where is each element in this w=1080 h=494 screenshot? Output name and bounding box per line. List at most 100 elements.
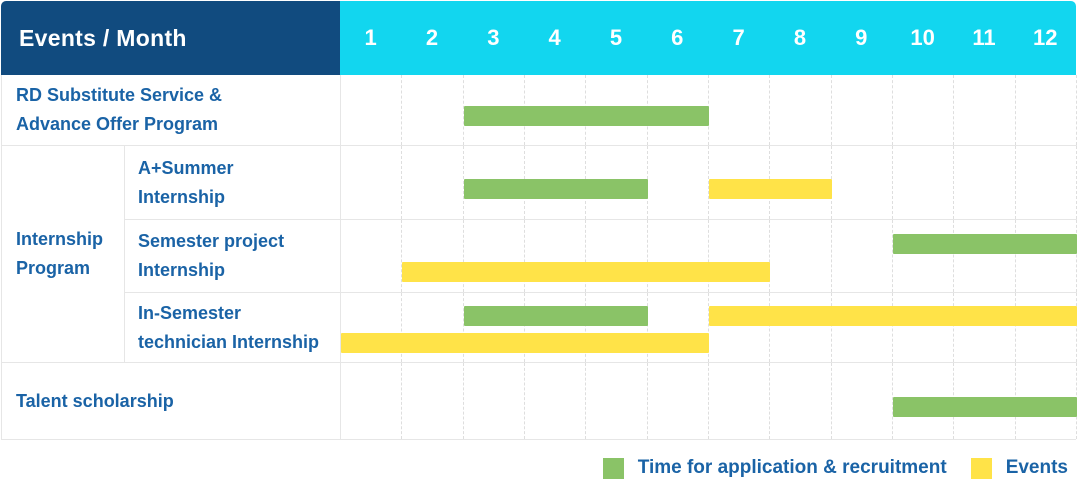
row-label-line: In-Semester (138, 302, 242, 323)
month-grid-cell (832, 363, 893, 439)
month-grid-cell (341, 75, 403, 145)
month-grid-cell (525, 363, 587, 439)
group-label-line: Program (16, 258, 91, 278)
month-grid-cell (525, 220, 587, 292)
header-row: Events / Month 1 2 3 4 5 6 7 8 9 10 11 12 (1, 1, 1076, 75)
month-label: 7 (732, 25, 745, 50)
row-label-line: Advance Offer Program (16, 114, 219, 134)
yellow-swatch-icon (970, 457, 992, 479)
month-grid-cell (770, 293, 832, 362)
month-grid-cell (341, 146, 403, 219)
month-grid-cell (648, 220, 709, 292)
green-swatch-icon (602, 457, 624, 479)
month-grid-cell (832, 293, 893, 362)
month-grid-cell (464, 293, 525, 362)
month-grid-cell (832, 75, 893, 145)
month-header-band: 1 2 3 4 5 6 7 8 9 10 11 12 (340, 1, 1076, 75)
events-month-header: Events / Month (1, 1, 340, 75)
month-grid-cell (402, 293, 464, 362)
month-grid-cell (954, 293, 1016, 362)
row-label-line: A+Summer (138, 157, 234, 178)
chart-legend: Time for application & recruitment Event… (0, 444, 1076, 492)
month-grid-cell (402, 146, 464, 219)
month-grid-cell (586, 220, 648, 292)
month-grid-cell (832, 146, 893, 219)
month-label: 3 (487, 25, 500, 50)
month-grid-cell (586, 293, 648, 362)
legend-label-events: Events (1005, 457, 1068, 478)
month-grid-cell (893, 220, 955, 292)
month-grid-cell (954, 146, 1016, 219)
month-grid-cell (464, 220, 525, 292)
row-label-semester-project-internship: Semester project Internship (125, 220, 341, 293)
gantt-bar-application (463, 178, 648, 199)
gantt-bar-events (341, 333, 709, 354)
gantt-bar-application (893, 397, 1077, 417)
month-label: 10 (910, 25, 935, 50)
month-grid-cell (648, 293, 709, 362)
month-grid-cell (770, 75, 832, 145)
row-label-rd-substitute: RD Substitute Service & Advance Offer Pr… (2, 75, 341, 146)
month-grid-cell (648, 146, 709, 219)
month-grid-cell (709, 363, 771, 439)
month-grid-cell (954, 220, 1016, 292)
schedule-table: Events / Month 1 2 3 4 5 6 7 8 9 10 11 12 RD Substi… (1, 1, 1077, 440)
group-label-line: Internship (16, 229, 104, 249)
month-grid-cell (586, 363, 648, 439)
month-grid-cell (402, 363, 464, 439)
month-grid-cell (709, 220, 771, 292)
month-grid-cell (770, 363, 832, 439)
month-grid-cell (893, 146, 955, 219)
month-grid-cell (1016, 293, 1077, 362)
month-label: 12 (1033, 25, 1058, 50)
month-label: 6 (671, 25, 684, 50)
month-label: 8 (793, 25, 807, 50)
row-label-line: Talent scholarship (16, 390, 174, 411)
gantt-bar-events (402, 261, 771, 282)
month-label: 9 (855, 25, 868, 50)
month-grid-cell (1016, 220, 1077, 292)
month-label: 4 (548, 25, 561, 50)
timeline-row (341, 293, 1077, 363)
gantt-bar-application (463, 306, 648, 327)
month-grid-cell (402, 75, 464, 145)
month-grid-cell (341, 293, 403, 362)
month-grid-cell (709, 293, 771, 362)
month-label: 2 (425, 25, 439, 50)
row-label-line: Internship (138, 186, 226, 207)
month-grid-cell (1016, 146, 1077, 219)
month-grid-cell (525, 293, 587, 362)
month-grid-cell (341, 220, 403, 292)
group-label-internship-program: Internship Program (2, 146, 125, 363)
month-grid-cell (893, 293, 955, 362)
month-grid-cell (648, 363, 709, 439)
gantt-bar-application (463, 106, 709, 126)
timeline-row (341, 146, 1077, 220)
month-label: 11 (972, 25, 996, 50)
month-grid-cell (402, 220, 464, 292)
row-label-line: technician Internship (138, 331, 320, 352)
row-label-in-semester-technician-internship: In-Semester technician Internship (125, 293, 341, 363)
timeline-row (341, 363, 1077, 439)
month-grid-cell (709, 75, 771, 145)
timeline-row (341, 75, 1077, 146)
legend-label-application: Time for application & recruitment (637, 457, 947, 478)
row-label-line: RD Substitute Service & (16, 85, 223, 105)
gantt-bar-application (893, 233, 1077, 254)
month-grid-cell (1016, 75, 1077, 145)
row-label-a-summer-internship: A+Summer Internship (125, 146, 341, 220)
row-label-line: Internship (138, 260, 226, 280)
legend-item-events: Events (970, 457, 1068, 479)
month-label: 1 (364, 25, 377, 50)
month-grid-cell (893, 75, 955, 145)
timeline-row (341, 220, 1077, 293)
legend-item-application: Time for application & recruitment (602, 457, 947, 479)
month-grid-cell (770, 220, 832, 292)
month-grid-cell (832, 220, 893, 292)
month-grid-cell (464, 363, 525, 439)
month-grid-cell (341, 363, 403, 439)
gantt-bar-events (709, 306, 1077, 327)
schedule-body: RD Substitute Service & Advance Offer Pr… (1, 75, 1077, 440)
month-grid-cell (954, 75, 1016, 145)
